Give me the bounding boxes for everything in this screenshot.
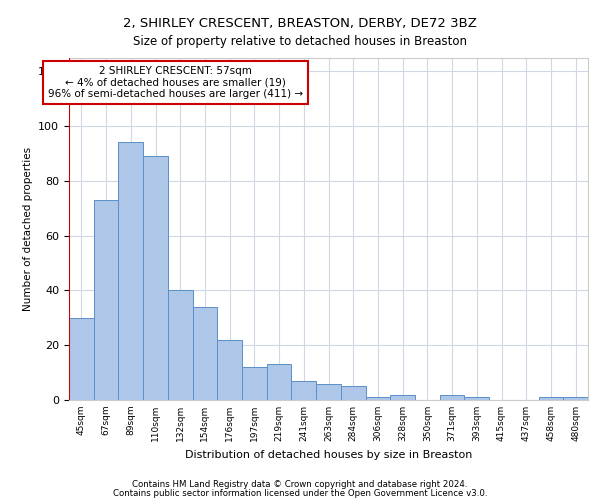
Bar (168, 290, 193, 400)
Bar (267, 364, 292, 400)
Text: Size of property relative to detached houses in Breaston: Size of property relative to detached ho… (133, 35, 467, 48)
Bar (440, 394, 464, 400)
Bar (242, 367, 267, 400)
Bar (69, 318, 94, 400)
Bar (118, 142, 143, 400)
Bar (464, 398, 489, 400)
Text: Contains HM Land Registry data © Crown copyright and database right 2024.: Contains HM Land Registry data © Crown c… (132, 480, 468, 489)
Bar (193, 307, 217, 400)
Bar (143, 156, 168, 400)
Y-axis label: Number of detached properties: Number of detached properties (23, 146, 32, 311)
Bar (539, 398, 563, 400)
Text: 2, SHIRLEY CRESCENT, BREASTON, DERBY, DE72 3BZ: 2, SHIRLEY CRESCENT, BREASTON, DERBY, DE… (123, 18, 477, 30)
Bar (316, 384, 341, 400)
Bar (563, 398, 588, 400)
Text: 2 SHIRLEY CRESCENT: 57sqm
← 4% of detached houses are smaller (19)
96% of semi-d: 2 SHIRLEY CRESCENT: 57sqm ← 4% of detach… (48, 66, 303, 99)
Bar (292, 381, 316, 400)
Bar (341, 386, 365, 400)
Bar (217, 340, 242, 400)
Bar (390, 394, 415, 400)
Bar (365, 398, 390, 400)
Text: Contains public sector information licensed under the Open Government Licence v3: Contains public sector information licen… (113, 490, 487, 498)
Bar (94, 200, 118, 400)
X-axis label: Distribution of detached houses by size in Breaston: Distribution of detached houses by size … (185, 450, 472, 460)
